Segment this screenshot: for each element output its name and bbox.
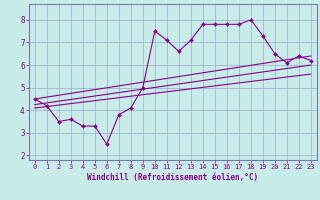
X-axis label: Windchill (Refroidissement éolien,°C): Windchill (Refroidissement éolien,°C) [87, 173, 258, 182]
